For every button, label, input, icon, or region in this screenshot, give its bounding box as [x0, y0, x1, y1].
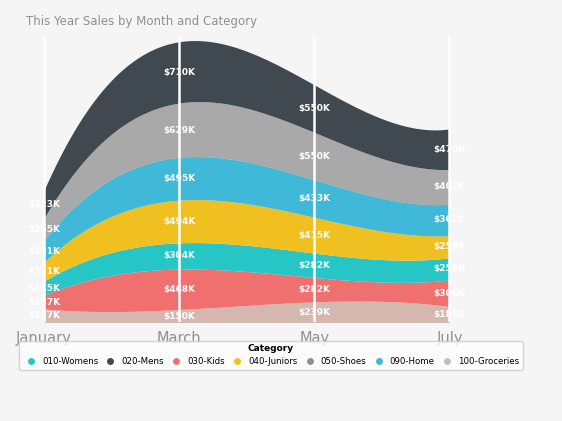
Text: $415K: $415K	[298, 231, 330, 240]
Text: $323K: $323K	[28, 200, 60, 209]
Text: $362K: $362K	[433, 216, 465, 224]
Text: $629K: $629K	[163, 126, 195, 135]
Text: $239K: $239K	[298, 308, 330, 317]
Text: $495K: $495K	[163, 174, 195, 183]
Text: $255K: $255K	[28, 225, 60, 234]
Text: $157K: $157K	[28, 311, 60, 320]
Text: $282K: $282K	[298, 285, 330, 294]
Text: $402K: $402K	[433, 182, 465, 192]
Text: $550K: $550K	[298, 152, 330, 160]
Legend: 010-Womens, 020-Mens, 030-Kids, 040-Juniors, 050-Shoes, 090-Home, 100-Groceries: 010-Womens, 020-Mens, 030-Kids, 040-Juni…	[19, 341, 523, 370]
Text: $258K: $258K	[433, 242, 465, 251]
Text: $185K: $185K	[433, 310, 465, 319]
Text: This Year Sales by Month and Category: This Year Sales by Month and Category	[26, 15, 257, 28]
Text: $433K: $433K	[298, 194, 330, 203]
Text: $165K: $165K	[28, 284, 60, 293]
Text: $221K: $221K	[28, 267, 60, 276]
Text: $710K: $710K	[163, 68, 195, 77]
Text: $251K: $251K	[28, 247, 60, 256]
Text: $282K: $282K	[298, 261, 330, 270]
Text: $150K: $150K	[163, 312, 195, 320]
Text: $470K: $470K	[433, 145, 465, 154]
Text: $306K: $306K	[433, 289, 465, 298]
Text: $494K: $494K	[163, 217, 196, 226]
Text: $304K: $304K	[163, 251, 195, 261]
Text: $468K: $468K	[163, 285, 195, 294]
Text: $258K: $258K	[433, 264, 465, 273]
Text: $550K: $550K	[298, 104, 330, 113]
Text: $157K: $157K	[28, 298, 60, 306]
